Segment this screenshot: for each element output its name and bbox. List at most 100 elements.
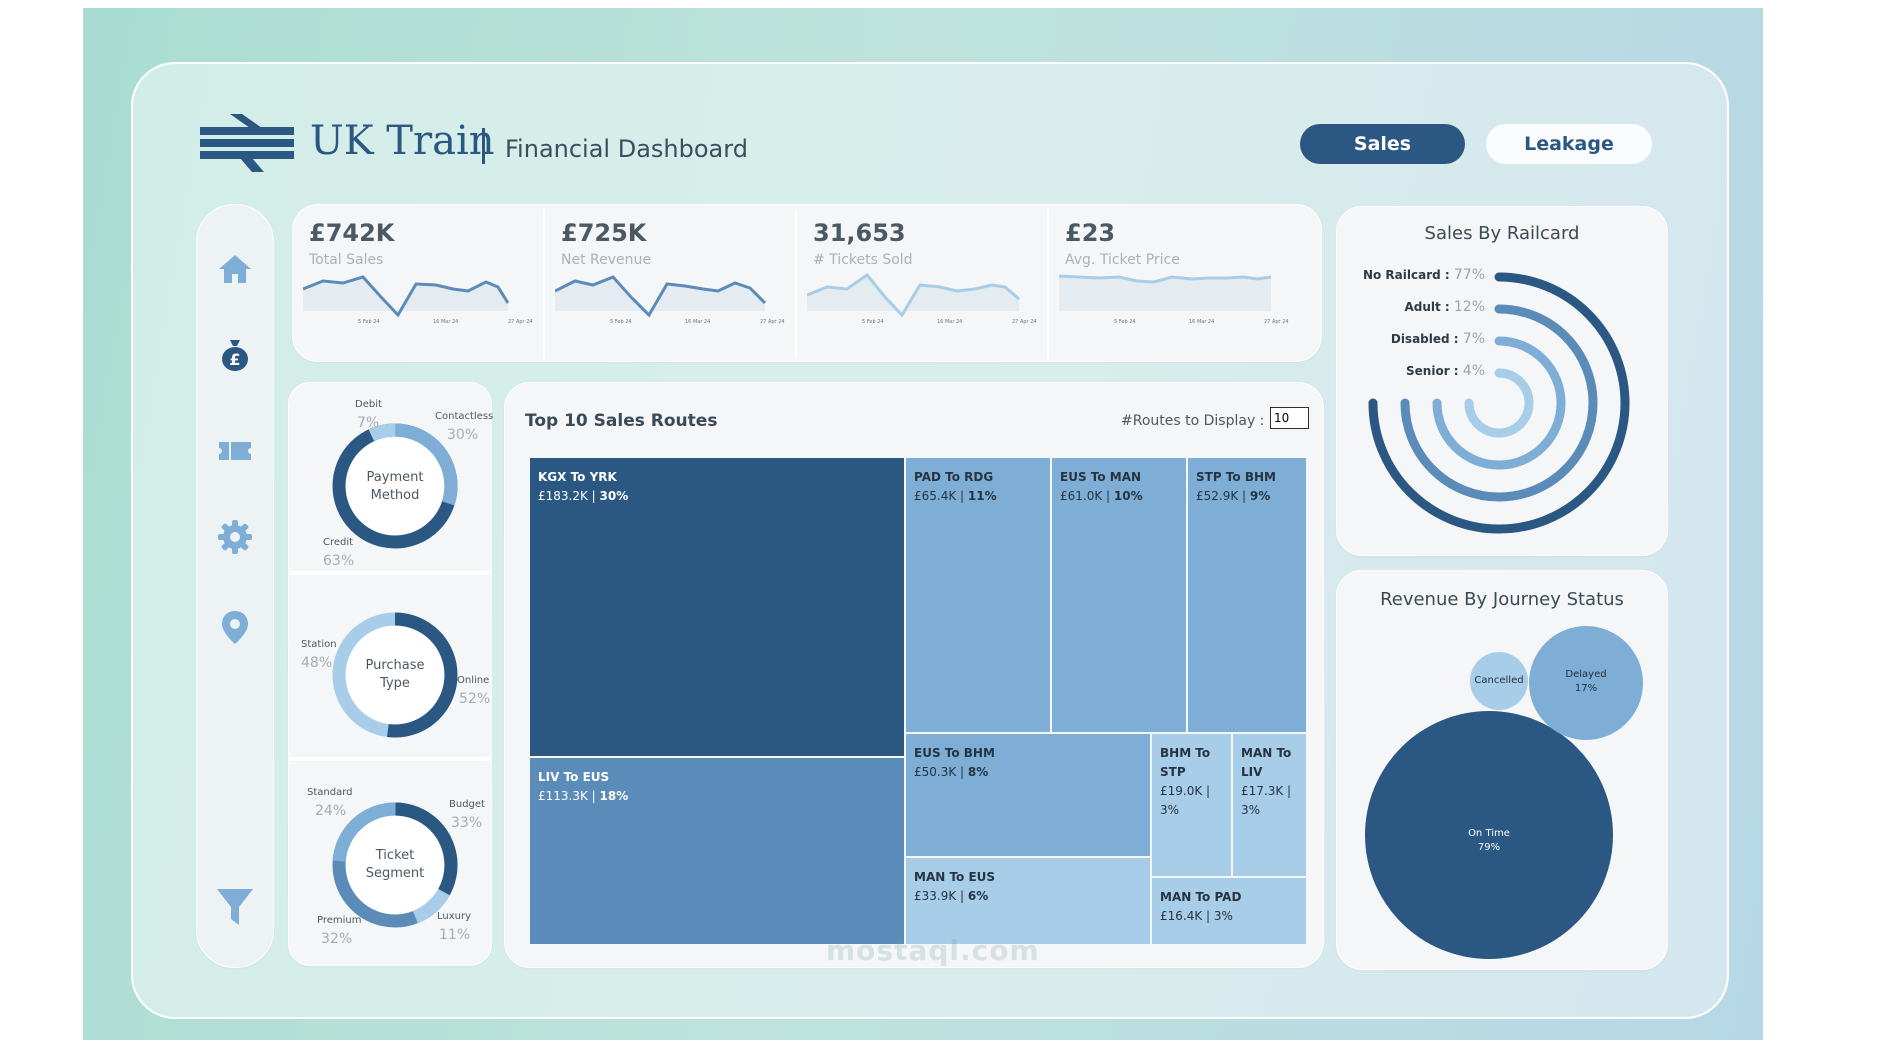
sparkline-tickets-sold: 5 Feb 24 16 Mar 24 27 Apr 24 bbox=[807, 272, 1037, 325]
online-slice bbox=[332, 612, 458, 738]
journey-title: Revenue By Journey Status bbox=[1380, 589, 1624, 610]
budget-label: Budget bbox=[449, 799, 485, 810]
debit-label: Debit bbox=[355, 399, 382, 410]
station-label: Station bbox=[301, 639, 337, 650]
money-bag-icon[interactable]: £ bbox=[217, 337, 253, 373]
purchase-donut bbox=[332, 612, 458, 738]
cancelled-label: Cancelled bbox=[1474, 675, 1524, 686]
kpi-divider bbox=[1047, 209, 1049, 359]
railcard-label-senior: Senior : 4% bbox=[1406, 363, 1485, 379]
british-rail-logo-icon bbox=[200, 114, 294, 172]
tick-label: 27 Apr 24 bbox=[1264, 319, 1289, 325]
tick-label: 5 Feb 24 bbox=[862, 319, 884, 325]
luxury-slice bbox=[332, 802, 458, 928]
kpi-tickets-sold: 31,653 # Tickets Sold 5 Feb 24 16 Mar 24… bbox=[797, 205, 1045, 361]
location-pin-icon[interactable] bbox=[217, 609, 253, 645]
railcard-bar-adult bbox=[1400, 304, 1598, 502]
contactless-label: Contactless bbox=[435, 411, 494, 422]
purchase-center-label: Purchase Type bbox=[365, 658, 425, 691]
kpi-divider bbox=[543, 209, 545, 359]
svg-text:£: £ bbox=[229, 350, 240, 369]
sidebar: £ bbox=[196, 204, 274, 968]
tick-label: 5 Feb 24 bbox=[358, 319, 380, 325]
sales-button[interactable]: Sales bbox=[1300, 124, 1465, 164]
tick-label: 16 Mar 24 bbox=[685, 319, 710, 325]
tick-label: 27 Apr 24 bbox=[760, 319, 785, 325]
treemap-tile-bhm-stp[interactable]: BHM To STP £19.0K | 3% bbox=[1151, 733, 1232, 877]
payment-donut bbox=[332, 423, 458, 549]
kpi-value: £742K bbox=[309, 219, 395, 247]
railcard-panel: Sales By Railcard No Railcard : 77% Adul… bbox=[1336, 206, 1668, 556]
online-pct: 52% bbox=[459, 691, 491, 707]
railcard-label-disabled: Disabled : 7% bbox=[1390, 331, 1485, 347]
kpi-divider bbox=[795, 209, 797, 359]
payment-method-chart: Debit 7% Contactless 30% Credit 63% Paym… bbox=[289, 383, 494, 569]
bubble-on-time[interactable] bbox=[1365, 711, 1613, 959]
brand-divider bbox=[482, 128, 485, 164]
donut-panel: Debit 7% Contactless 30% Credit 63% Paym… bbox=[288, 382, 494, 966]
routes-to-display-input[interactable] bbox=[1270, 407, 1309, 429]
journey-bubble-chart bbox=[1365, 626, 1643, 959]
tick-label: 27 Apr 24 bbox=[508, 319, 533, 325]
page-subtitle: Financial Dashboard bbox=[505, 135, 748, 163]
tick-label: 27 Apr 24 bbox=[1012, 319, 1037, 325]
railcard-title: Sales By Railcard bbox=[1424, 223, 1580, 244]
treemap-tile-kgx-yrk[interactable]: KGX To YRK £183.2K | 30% bbox=[529, 457, 905, 757]
gear-icon[interactable] bbox=[217, 519, 253, 555]
bubble-cancelled[interactable] bbox=[1470, 652, 1528, 710]
payment-center-label: Payment Method bbox=[366, 470, 424, 503]
railcard-bar-no-railcard bbox=[1368, 272, 1630, 534]
routes-to-display-label: #Routes to Display : bbox=[1121, 413, 1265, 429]
ticket-segment-chart: Standard 24% Budget 33% Premium 32% Luxu… bbox=[289, 767, 491, 965]
tick-label: 16 Mar 24 bbox=[433, 319, 458, 325]
tick-label: 5 Feb 24 bbox=[610, 319, 632, 325]
sparkline-net-revenue: 5 Feb 24 16 Mar 24 27 Apr 24 bbox=[555, 275, 785, 325]
treemap-tile-pad-rdg[interactable]: PAD To RDG £65.4K | 11% bbox=[905, 457, 1051, 733]
kpi-panel: £742K Total Sales 5 Feb 24 16 Mar 24 27 … bbox=[292, 204, 1322, 362]
standard-pct: 24% bbox=[315, 803, 347, 819]
delayed-label: Delayed 17% bbox=[1565, 669, 1607, 694]
kpi-label: # Tickets Sold bbox=[813, 252, 913, 268]
journey-status-panel: Revenue By Journey Status On Time 79% Del… bbox=[1336, 570, 1668, 970]
railcard-label-no-railcard: No Railcard : 77% bbox=[1362, 267, 1485, 283]
credit-pct: 63% bbox=[323, 553, 355, 569]
sparkline-avg-ticket-price: 5 Feb 24 16 Mar 24 27 Apr 24 bbox=[1059, 274, 1289, 325]
premium-pct: 32% bbox=[321, 931, 353, 947]
tick-label: 16 Mar 24 bbox=[937, 319, 962, 325]
contactless-pct: 30% bbox=[447, 427, 479, 443]
kpi-total-sales: £742K Total Sales 5 Feb 24 16 Mar 24 27 … bbox=[293, 205, 541, 361]
on-time-label: On Time 79% bbox=[1468, 828, 1510, 853]
ticket-icon[interactable] bbox=[217, 433, 253, 469]
treemap-tile-eus-man[interactable]: EUS To MAN £61.0K | 10% bbox=[1051, 457, 1187, 733]
premium-label: Premium bbox=[317, 915, 362, 926]
budget-pct: 33% bbox=[451, 815, 483, 831]
brand-title: UK Train bbox=[310, 118, 495, 164]
kpi-value: 31,653 bbox=[813, 219, 906, 247]
home-icon[interactable] bbox=[217, 251, 253, 287]
tick-label: 5 Feb 24 bbox=[1114, 319, 1136, 325]
leakage-button[interactable]: Leakage bbox=[1486, 124, 1652, 164]
treemap-tile-man-eus[interactable]: MAN To EUS £33.9K | 6% bbox=[905, 857, 1151, 945]
station-pct: 48% bbox=[301, 655, 333, 671]
purchase-type-chart: Station 48% Online 52% Purchase Type bbox=[289, 579, 491, 759]
treemap-tile-man-liv[interactable]: MAN To LIV £17.3K | 3% bbox=[1232, 733, 1307, 877]
treemap-tile-eus-bhm[interactable]: EUS To BHM £50.3K | 8% bbox=[905, 733, 1151, 857]
kpi-avg-ticket-price: £23 Avg. Ticket Price 5 Feb 24 16 Mar 24… bbox=[1049, 205, 1297, 361]
railcard-radial-chart bbox=[1368, 272, 1630, 534]
donut-divider bbox=[289, 757, 491, 761]
treemap-tile-man-pad[interactable]: MAN To PAD £16.4K | 3% bbox=[1151, 877, 1307, 945]
standard-label: Standard bbox=[307, 787, 353, 798]
segment-donut bbox=[332, 802, 458, 928]
treemap-tile-liv-eus[interactable]: LIV To EUS £113.3K | 18% bbox=[529, 757, 905, 945]
debit-pct: 7% bbox=[357, 415, 380, 431]
bubble-delayed[interactable] bbox=[1529, 626, 1643, 740]
segment-center-label: Ticket Segment bbox=[365, 848, 425, 881]
treemap-tile-stp-bhm[interactable]: STP To BHM £52.9K | 9% bbox=[1187, 457, 1307, 733]
filter-funnel-icon[interactable] bbox=[217, 885, 253, 929]
luxury-label: Luxury bbox=[437, 911, 472, 922]
watermark: mostaql.com bbox=[826, 934, 1040, 967]
luxury-pct: 11% bbox=[439, 927, 471, 943]
kpi-net-revenue: £725K Net Revenue 5 Feb 24 16 Mar 24 27 … bbox=[545, 205, 793, 361]
treemap-title: Top 10 Sales Routes bbox=[525, 411, 718, 431]
tick-label: 16 Mar 24 bbox=[1189, 319, 1214, 325]
